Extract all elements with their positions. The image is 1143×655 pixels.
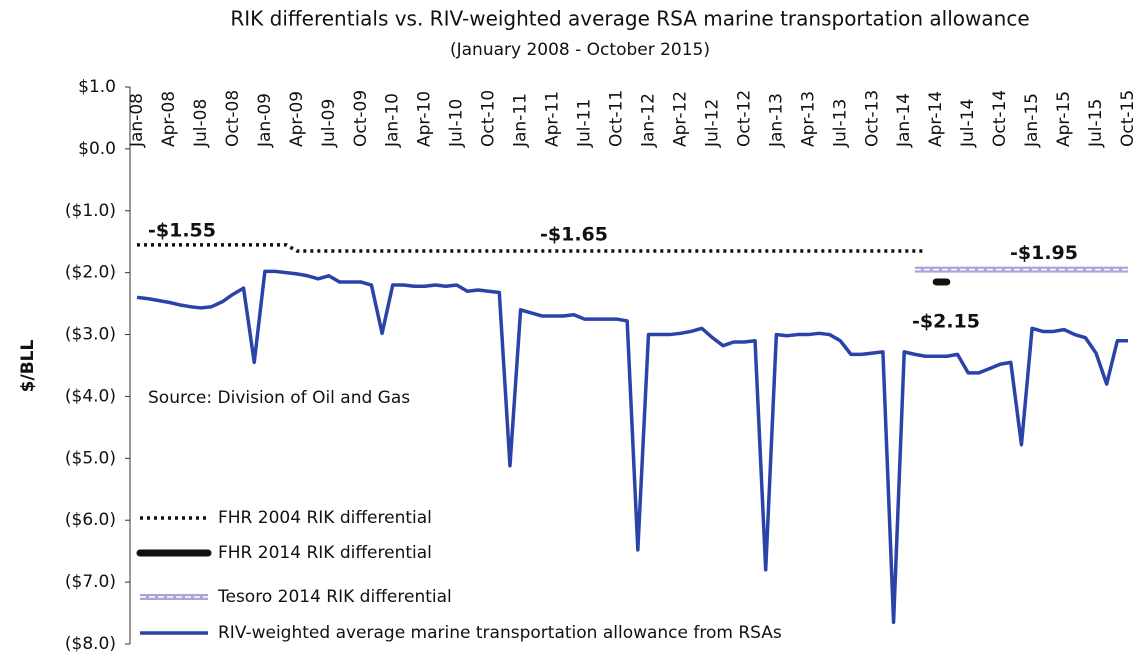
x-tick-label: Jul-13 — [830, 99, 850, 148]
y-tick-label: ($8.0) — [65, 634, 116, 654]
x-tick-label: Oct-15 — [1118, 90, 1138, 147]
x-tick-label: Jul-08 — [191, 99, 211, 148]
x-tick-label: Oct-11 — [607, 90, 627, 147]
chart-title: RIK differentials vs. RIV-weighted avera… — [230, 7, 1029, 31]
x-tick-label: Oct-10 — [479, 90, 499, 147]
x-tick-label: Jul-11 — [575, 99, 595, 148]
series-line — [136, 269, 1128, 625]
x-tick-label: Jan-12 — [638, 93, 658, 148]
x-tick-label: Apr-09 — [287, 91, 307, 147]
y-tick-label: ($4.0) — [65, 386, 116, 406]
x-tick-label: Jan-11 — [511, 93, 531, 148]
y-axis-label: $/BLL — [18, 340, 38, 393]
x-tick-label: Jul-12 — [702, 99, 722, 148]
annotation: -$1.55 — [148, 219, 216, 241]
legend-label: Tesoro 2014 RIK differential — [217, 587, 452, 607]
x-tick-label: Jul-15 — [1086, 99, 1106, 148]
y-tick-label: ($7.0) — [65, 572, 116, 592]
x-tick-label: Oct-12 — [734, 90, 754, 147]
annotation: -$2.15 — [912, 310, 980, 332]
x-tick-label: Jan-10 — [383, 93, 403, 148]
series-line — [137, 243, 926, 253]
x-tick-label: Jan-09 — [255, 93, 275, 148]
x-tick-label: Apr-08 — [159, 91, 179, 147]
y-tick-label: ($3.0) — [65, 325, 116, 345]
x-tick-label: Jan-14 — [894, 93, 914, 148]
x-tick-label: Oct-13 — [862, 90, 882, 147]
x-tick-label: Oct-14 — [990, 90, 1010, 147]
chart-subtitle: (January 2008 - October 2015) — [450, 40, 710, 60]
x-tick-label: Apr-11 — [543, 91, 563, 147]
x-tick-label: Jul-09 — [319, 99, 339, 148]
x-tick-label: Apr-13 — [798, 91, 818, 147]
y-tick-label: ($2.0) — [65, 263, 116, 283]
x-tick-label: Jul-10 — [447, 99, 467, 148]
legend-label: FHR 2014 RIK differential — [218, 543, 432, 563]
legend-label: RIV-weighted average marine transportati… — [218, 623, 782, 643]
x-tick-label: Apr-14 — [926, 91, 946, 147]
annotation: -$1.65 — [540, 224, 608, 246]
y-tick-label: ($5.0) — [65, 448, 116, 468]
x-tick-label: Oct-08 — [223, 90, 243, 147]
x-tick-label: Apr-12 — [670, 91, 690, 147]
annotation: -$1.95 — [1010, 242, 1078, 264]
x-tick-label: Jul-14 — [958, 99, 978, 148]
x-tick-label: Apr-15 — [1054, 91, 1074, 147]
x-tick-label: Apr-10 — [415, 91, 435, 147]
legend-label: FHR 2004 RIK differential — [218, 508, 432, 528]
x-tick-label: Jan-13 — [766, 93, 786, 148]
x-tick-label: Jan-08 — [127, 93, 147, 148]
y-tick-label: ($6.0) — [65, 510, 116, 530]
y-tick-label: $1.0 — [78, 77, 116, 97]
x-tick-label: Jan-15 — [1022, 93, 1042, 148]
y-tick-label: $0.0 — [78, 139, 116, 159]
y-tick-label: ($1.0) — [65, 201, 116, 221]
source-note: Source: Division of Oil and Gas — [148, 388, 410, 408]
x-tick-label: Oct-09 — [351, 90, 371, 147]
